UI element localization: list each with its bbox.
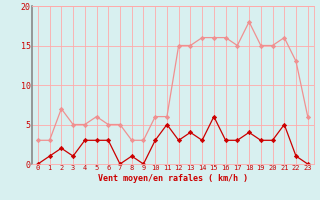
X-axis label: Vent moyen/en rafales ( km/h ): Vent moyen/en rafales ( km/h ) — [98, 174, 248, 183]
